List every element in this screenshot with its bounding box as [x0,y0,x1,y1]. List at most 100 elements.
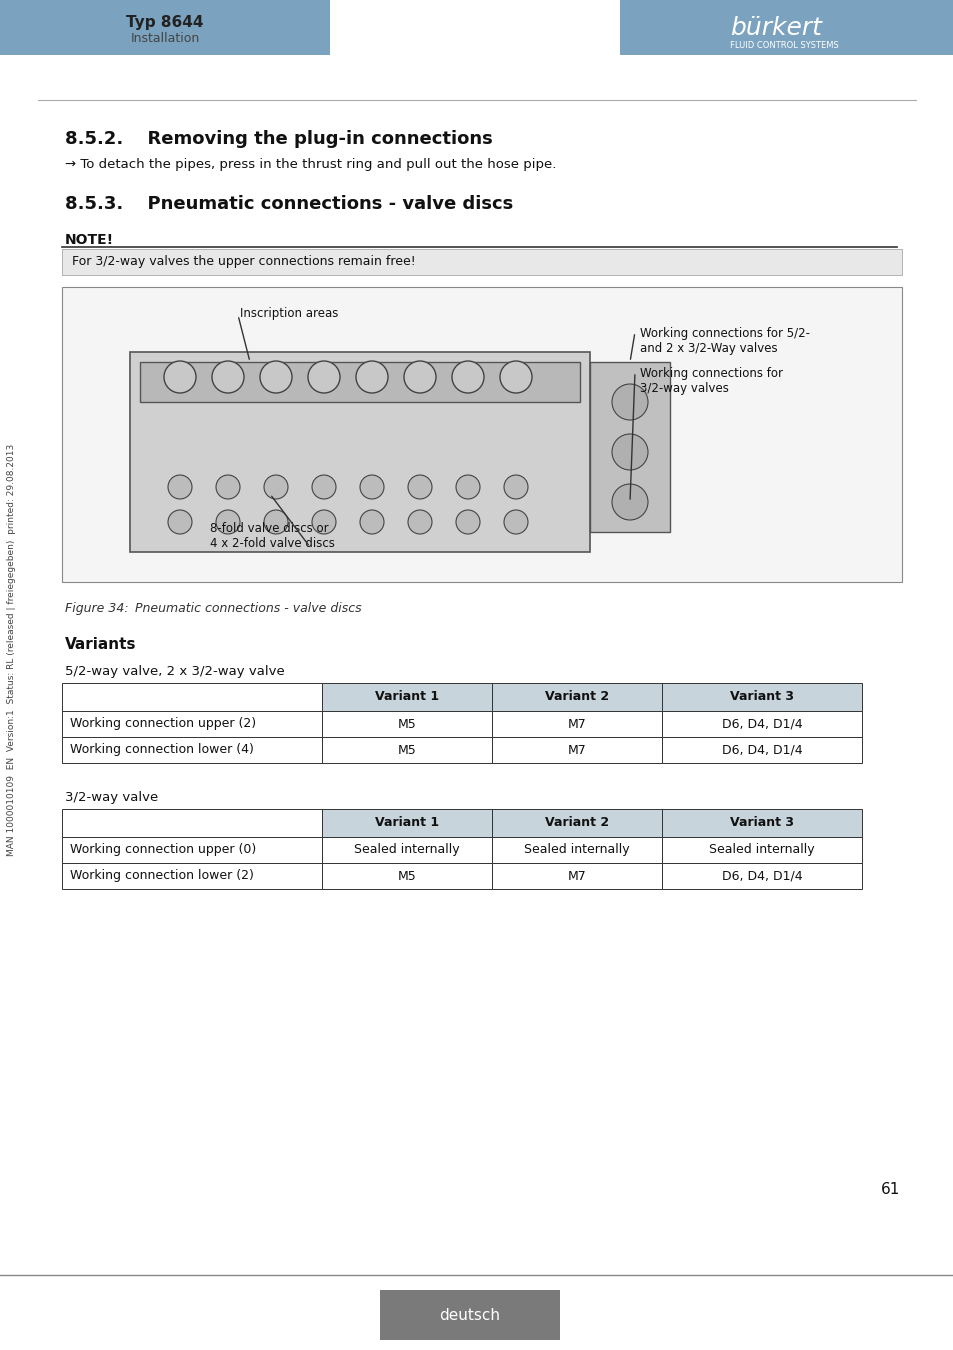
Text: Sealed internally: Sealed internally [523,844,629,856]
Text: Inscription areas: Inscription areas [240,306,338,320]
Circle shape [308,360,339,393]
Text: M7: M7 [567,869,586,883]
Text: Variants: Variants [65,637,136,652]
Text: bürkert: bürkert [729,16,821,40]
FancyBboxPatch shape [661,683,862,711]
Text: 61: 61 [880,1183,899,1197]
Circle shape [215,475,240,500]
FancyBboxPatch shape [322,737,492,763]
Text: D6, D4, D1/4: D6, D4, D1/4 [720,717,801,730]
Circle shape [359,510,384,535]
Circle shape [499,360,532,393]
Circle shape [408,510,432,535]
Circle shape [456,510,479,535]
FancyBboxPatch shape [62,683,322,711]
Circle shape [168,475,192,500]
FancyBboxPatch shape [62,288,901,582]
FancyBboxPatch shape [379,1291,559,1341]
FancyBboxPatch shape [619,0,953,55]
Text: 8.5.2.  Removing the plug-in connections: 8.5.2. Removing the plug-in connections [65,130,493,148]
Text: M5: M5 [397,744,416,756]
Text: 3/2-way valve: 3/2-way valve [65,791,158,805]
FancyBboxPatch shape [322,863,492,890]
Text: Variant 3: Variant 3 [729,690,793,703]
Text: For 3/2-way valves the upper connections remain free!: For 3/2-way valves the upper connections… [71,255,416,269]
Circle shape [312,510,335,535]
Circle shape [164,360,195,393]
Circle shape [452,360,483,393]
Text: Working connections for
3/2-way valves: Working connections for 3/2-way valves [639,367,782,396]
Text: Working connection upper (0): Working connection upper (0) [70,844,256,856]
Text: Typ 8644: Typ 8644 [126,15,204,30]
Circle shape [264,510,288,535]
Text: deutsch: deutsch [439,1308,500,1323]
Text: M7: M7 [567,744,586,756]
Circle shape [612,485,647,520]
FancyBboxPatch shape [62,837,322,863]
Circle shape [355,360,388,393]
FancyBboxPatch shape [62,711,322,737]
Circle shape [503,510,527,535]
Text: 8-fold valve discs or
4 x 2-fold valve discs: 8-fold valve discs or 4 x 2-fold valve d… [210,522,335,549]
Circle shape [264,475,288,500]
Circle shape [260,360,292,393]
Circle shape [408,475,432,500]
FancyBboxPatch shape [492,837,661,863]
Text: Working connection lower (4): Working connection lower (4) [70,744,253,756]
FancyBboxPatch shape [492,809,661,837]
Text: NOTE!: NOTE! [65,234,114,247]
Circle shape [312,475,335,500]
Text: Pneumatic connections - valve discs: Pneumatic connections - valve discs [135,602,361,616]
FancyBboxPatch shape [492,683,661,711]
Text: M5: M5 [397,869,416,883]
Circle shape [212,360,244,393]
Text: M7: M7 [567,717,586,730]
Text: Sealed internally: Sealed internally [354,844,459,856]
Text: Variant 2: Variant 2 [544,690,608,703]
Circle shape [503,475,527,500]
Text: D6, D4, D1/4: D6, D4, D1/4 [720,869,801,883]
Circle shape [215,510,240,535]
Circle shape [456,475,479,500]
Circle shape [168,510,192,535]
FancyBboxPatch shape [130,352,589,552]
FancyBboxPatch shape [322,683,492,711]
Circle shape [359,475,384,500]
Text: 8.5.3.  Pneumatic connections - valve discs: 8.5.3. Pneumatic connections - valve dis… [65,194,513,213]
Circle shape [612,433,647,470]
FancyBboxPatch shape [492,711,661,737]
FancyBboxPatch shape [322,837,492,863]
Text: D6, D4, D1/4: D6, D4, D1/4 [720,744,801,756]
Text: Installation: Installation [131,31,199,45]
Text: Sealed internally: Sealed internally [708,844,814,856]
FancyBboxPatch shape [661,837,862,863]
Text: Variant 2: Variant 2 [544,817,608,829]
Text: 5/2-way valve, 2 x 3/2-way valve: 5/2-way valve, 2 x 3/2-way valve [65,666,284,678]
FancyBboxPatch shape [492,737,661,763]
FancyBboxPatch shape [62,737,322,763]
FancyBboxPatch shape [0,0,330,55]
Circle shape [612,383,647,420]
Text: FLUID CONTROL SYSTEMS: FLUID CONTROL SYSTEMS [729,42,838,50]
FancyBboxPatch shape [140,362,579,402]
Text: Working connection upper (2): Working connection upper (2) [70,717,255,730]
Text: Working connections for 5/2-
and 2 x 3/2-Way valves: Working connections for 5/2- and 2 x 3/2… [639,327,809,355]
Circle shape [403,360,436,393]
FancyBboxPatch shape [661,711,862,737]
Text: Variant 1: Variant 1 [375,690,438,703]
Text: → To detach the pipes, press in the thrust ring and pull out the hose pipe.: → To detach the pipes, press in the thru… [65,158,556,171]
FancyBboxPatch shape [322,809,492,837]
FancyBboxPatch shape [322,711,492,737]
FancyBboxPatch shape [661,737,862,763]
FancyBboxPatch shape [62,863,322,890]
Text: Working connection lower (2): Working connection lower (2) [70,869,253,883]
FancyBboxPatch shape [661,809,862,837]
FancyBboxPatch shape [661,863,862,890]
Text: MAN 1000010109  EN  Version:1  Status: RL (released | freiegegeben)  printed: 29: MAN 1000010109 EN Version:1 Status: RL (… [8,444,16,856]
Text: Figure 34:: Figure 34: [65,602,129,616]
Text: M5: M5 [397,717,416,730]
Text: Variant 3: Variant 3 [729,817,793,829]
FancyBboxPatch shape [589,362,669,532]
Text: Variant 1: Variant 1 [375,817,438,829]
FancyBboxPatch shape [62,809,322,837]
